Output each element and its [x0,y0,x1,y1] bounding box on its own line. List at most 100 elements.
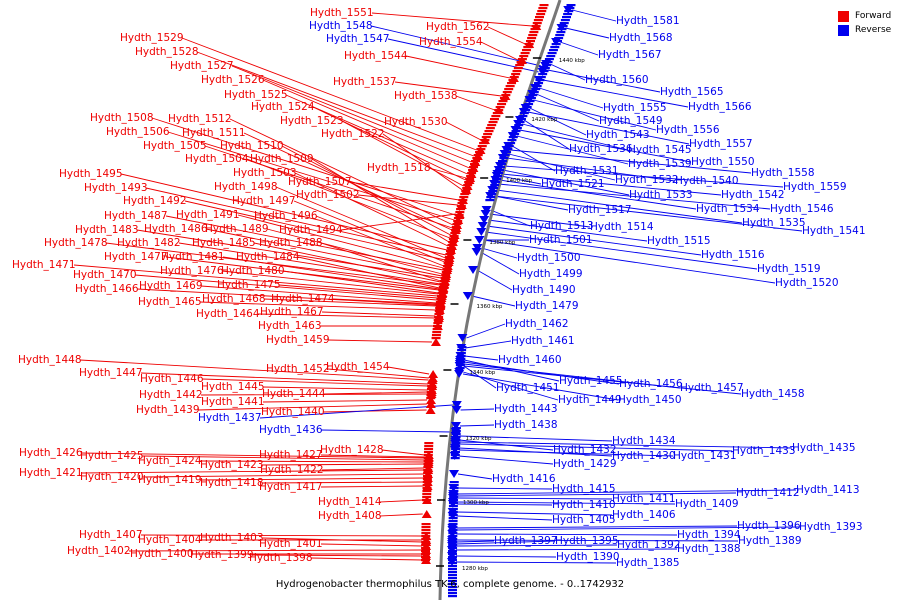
gene-label: Hydth_1505 [143,140,207,152]
gene-mark [421,510,432,518]
forward-block [529,31,539,34]
leader-line [512,145,556,172]
gene-label: Hydth_1424 [138,455,202,467]
gene-mark [477,222,488,230]
forward-block [501,94,511,97]
gene-label: Hydth_1454 [326,361,390,373]
leader-line [321,311,436,317]
leader-line [229,118,454,226]
forward-block [465,178,475,181]
leader-line [457,489,797,495]
forward-block [504,88,514,91]
forward-block [423,472,433,475]
leader-line [323,391,428,395]
leader-line [394,81,502,97]
leader-line [465,340,512,349]
forward-block [539,4,549,7]
leader-line [459,443,733,452]
gene-mark [425,400,436,408]
forward-block [445,253,455,256]
gene-label: Hydth_1426 [19,447,83,459]
forward-block [488,121,498,124]
reverse-block [448,592,457,595]
forward-block [448,238,458,241]
leader-line [387,38,539,73]
forward-block [455,211,465,214]
gene-label: Hydth_1557 [689,138,753,150]
leader-line [73,264,438,297]
leader-line [480,41,519,61]
leader-line [310,557,423,561]
leader-line [488,219,648,242]
forward-block [470,163,480,166]
gene-label: Hydth_1531 [555,165,619,177]
gene-label: Hydth_1493 [84,182,148,194]
leader-line [297,256,440,289]
gene-label: Hydth_1449 [558,394,622,406]
forward-block [499,97,509,100]
forward-block [437,292,447,295]
reverse-block [448,532,458,535]
gene-label: Hydth_1462 [505,318,569,330]
gene-label: Hydth_1439 [136,404,200,416]
leader-line [471,295,516,307]
forward-block [424,448,434,451]
gene-label: Hydth_1441 [201,396,265,408]
leader-line [533,99,657,131]
gene-label: Hydth_1405 [552,514,616,526]
gene-label: Hydth_1556 [656,124,720,136]
gene-label: Hydth_1443 [494,403,558,415]
leader-line [140,534,423,537]
gene-label: Hydth_1434 [612,435,676,447]
forward-block [421,532,431,535]
leader-line [457,492,737,497]
reverse-block [448,577,457,580]
leader-line [134,274,438,301]
leader-line [312,106,466,181]
figure-caption: Hydrogenobacter thermophilus TK-6, compl… [275,579,625,590]
gene-label: Hydth_1529 [120,32,184,44]
forward-block [422,487,432,490]
gene-label: Hydth_1523 [280,115,344,127]
forward-block [461,190,471,193]
gene-mark [425,406,436,414]
forward-block [538,7,548,10]
reverse-block [566,4,576,7]
forward-block [421,538,431,541]
gene-label: Hydth_1481 [161,251,225,263]
reverse-block [499,157,509,160]
gene-label: Hydth_1399 [190,549,254,561]
reverse-block [456,352,466,355]
forward-block [421,550,430,553]
gene-label: Hydth_1429 [553,458,617,470]
gene-label: Hydth_1468 [202,293,266,305]
legend-forward-label: Forward [855,11,892,21]
gene-label: Hydth_1483 [75,224,139,236]
gene-mark [427,374,438,382]
reverse-block [525,100,535,103]
reverse-block [502,151,512,154]
leader-line [457,473,493,480]
forward-block [458,199,468,202]
reverse-block [518,115,528,118]
gene-label: Hydth_1466 [75,283,139,295]
reverse-block [555,34,565,37]
tick-label: 1420 kbp [531,117,557,123]
reverse-block [449,484,459,487]
forward-block [446,247,456,250]
reverse-block [448,574,457,577]
reverse-block [449,493,459,496]
reverse-block [551,43,561,46]
forward-block [423,466,433,469]
gene-label: Hydth_1404 [138,534,202,546]
forward-block [423,463,433,466]
forward-block [454,214,464,217]
leader-line [476,269,513,291]
gene-label: Hydth_1538 [394,90,458,102]
gene-label: Hydth_1512 [168,113,232,125]
gene-label: Hydth_1520 [775,277,839,289]
leader-line [199,301,436,311]
forward-block [433,325,442,328]
reverse-block [451,442,461,445]
gene-label: Hydth_1422 [260,464,324,476]
